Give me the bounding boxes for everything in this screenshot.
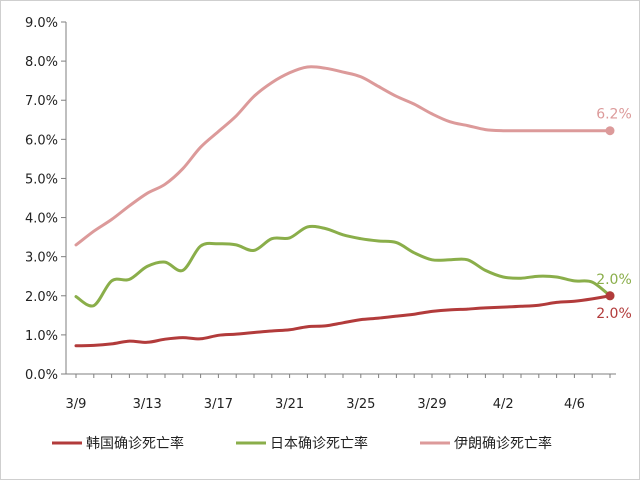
series-line-1 (74, 224, 612, 308)
y-tick-label: 8.0% (25, 55, 58, 70)
series-end-label-2: 6.2% (596, 107, 632, 123)
series-end-label-1: 2.0% (596, 272, 632, 288)
x-tick-label: 3/29 (417, 397, 446, 412)
y-tick-label: 9.0% (25, 16, 58, 31)
x-tick-label: 4/2 (493, 397, 514, 412)
series-end-point-0 (605, 291, 615, 301)
x-tick-label: 3/25 (346, 397, 375, 412)
y-tick-label: 3.0% (25, 251, 58, 266)
y-tick-label: 5.0% (25, 172, 58, 187)
series-line-0 (74, 294, 612, 348)
x-tick-label: 3/13 (133, 397, 162, 412)
y-tick-label: 1.0% (25, 329, 58, 344)
y-tick-label: 4.0% (25, 212, 58, 227)
legend: 韩国确诊死亡率 日本确诊死亡率 伊朗确诊死亡率 (52, 435, 552, 452)
legend-label-2: 伊朗确诊死亡率 (454, 435, 552, 452)
x-tick-label: 3/9 (66, 397, 87, 412)
series-end-point-2 (605, 126, 615, 136)
series-line-2 (74, 65, 612, 247)
y-tick-label: 7.0% (25, 94, 58, 109)
axes: 0.0% 1.0% 2.0% 3.0% 4.0% 5.0% 6.0% 7.0% 8.0% 9.0%… (25, 16, 616, 412)
y-tick-label: 2.0% (25, 290, 58, 305)
x-tick-label: 3/21 (275, 397, 304, 412)
legend-label-0: 韩国确诊死亡率 (86, 435, 184, 452)
x-tick-label: 3/17 (204, 397, 233, 412)
y-tick-label: 0.0% (25, 368, 58, 383)
legend-label-1: 日本确诊死亡率 (270, 435, 368, 452)
series-layer: 6.2% 2.0% 2.0% (74, 65, 632, 348)
x-tick-label: 4/6 (564, 397, 585, 412)
y-tick-label: 6.0% (25, 133, 58, 148)
series-end-label-0: 2.0% (596, 306, 632, 322)
